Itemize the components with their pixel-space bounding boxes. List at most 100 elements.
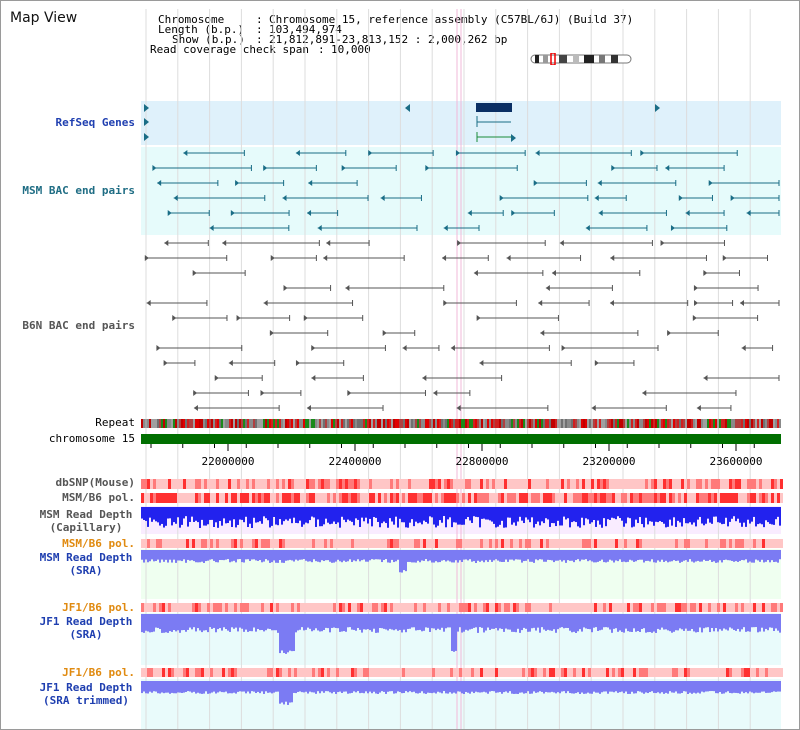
jf1-depth-sra-bar (161, 614, 163, 633)
repeat-segment (293, 419, 295, 428)
dbsnp-bar (531, 479, 534, 489)
jf1-depth-trimmed-bar (637, 681, 639, 692)
repeat-segment (677, 419, 679, 428)
repeat-segment (359, 419, 361, 428)
msm-b6-pol-bar (396, 493, 399, 503)
msm-bac-pair (665, 165, 725, 171)
msm-bac-pair (209, 225, 290, 231)
msm-depth-sra-bar (403, 550, 405, 571)
msm-b6-pol-bar-2 (594, 539, 597, 548)
jf1-b6-pol-bar (732, 603, 735, 612)
msm-depth-capillary-bar (387, 507, 389, 528)
repeat-segment (485, 419, 487, 428)
repeat-segment (425, 419, 427, 428)
msm-depth-capillary-bar (271, 507, 273, 526)
jf1-b6-pol-bar (261, 603, 264, 612)
jf1-depth-sra-bar (185, 614, 187, 632)
jf1-b6-pol-bar (771, 603, 774, 612)
msm-depth-sra-bar (159, 550, 161, 563)
jf1-depth-trimmed-bar (337, 681, 339, 693)
msm-b6-pol-bar (180, 493, 183, 503)
dbsnp-bar (750, 479, 753, 489)
jf1-depth-sra-bar (735, 614, 737, 631)
msm-depth-sra-bar (513, 550, 515, 561)
jf1-b6-pol-bar-2 (510, 668, 513, 677)
b6n-bac-pair (456, 405, 549, 411)
msm-bac-pair (380, 195, 422, 201)
dbsnp-bar (591, 479, 594, 489)
dbsnp-bar (567, 479, 570, 489)
repeat-segment (143, 419, 145, 428)
msm-b6-pol-bar (222, 493, 225, 503)
jf1-b6-pol-bar (693, 603, 696, 612)
msm-b6-pol-bar (522, 493, 525, 503)
repeat-segment (377, 419, 379, 428)
jf1-depth-sra-bar (427, 614, 429, 628)
jf1-depth-trimmed-bar (157, 681, 159, 694)
jf1-depth-trimmed-bar (743, 681, 745, 694)
msm-b6-pol-bar (540, 493, 543, 503)
repeat-segment (339, 419, 341, 428)
jf1-depth-trimmed-bar (763, 681, 765, 692)
msm-b6-pol-bar-2 (162, 539, 165, 548)
jf1-depth-trimmed-bar (319, 681, 321, 694)
msm-b6-pol-bar-2 (315, 539, 318, 548)
jf1-depth-trimmed-bar (709, 681, 711, 692)
msm-b6-pol-bar (393, 493, 396, 503)
msm-depth-sra-bar (399, 550, 401, 573)
repeat-segment (469, 419, 471, 428)
msm-b6-pol-bar (456, 493, 459, 503)
jf1-depth-trimmed-bar (677, 681, 679, 694)
msm-b6-pol-bar (318, 493, 321, 503)
msm-depth-sra-bar (649, 550, 651, 562)
jf1-depth-sra-bar (551, 614, 553, 631)
msm-b6-pol-bar-2 (345, 539, 348, 548)
dbsnp-bar (258, 479, 261, 489)
jf1-depth-sra-bar (389, 614, 391, 629)
jf1-depth-sra-bar (439, 614, 441, 630)
msm-depth-capillary-bar (229, 507, 231, 521)
jf1-depth-trimmed-bar (775, 681, 777, 692)
jf1-b6-pol-bar (183, 603, 186, 612)
msm-depth-capillary-bar (293, 507, 295, 518)
jf1-b6-pol-bar (714, 603, 717, 612)
msm-depth-capillary-bar (441, 507, 443, 523)
jf1-depth-sra-bar (327, 614, 329, 629)
msm-b6-pol-bar-2 (729, 539, 732, 548)
dbsnp-bar (276, 479, 279, 489)
jf1-b6-pol-bar (186, 603, 189, 612)
jf1-depth-sra-bar (361, 614, 363, 633)
jf1-b6-pol-bar (750, 603, 753, 612)
jf1-depth-sra-bar (431, 614, 433, 629)
jf1-depth-trimmed-bar (729, 681, 731, 693)
jf1-depth-sra-bar (373, 614, 375, 629)
repeat-segment (489, 419, 491, 428)
jf1-b6-pol-bar (504, 603, 507, 612)
repeat-segment (545, 419, 547, 428)
msm-depth-capillary-bar (749, 507, 751, 524)
msm-b6-pol-bar (315, 493, 318, 503)
jf1-b6-pol-bar (654, 603, 657, 612)
dbsnp-bar (285, 479, 288, 489)
msm-depth-sra-bar (239, 550, 241, 560)
msm-depth-sra-bar (233, 550, 235, 561)
chromosome-ideogram[interactable] (529, 53, 635, 65)
jf1-b6-pol-bar-2 (423, 668, 426, 677)
jf1-depth-trimmed-bar (295, 681, 297, 694)
dbsnp-bar (510, 479, 513, 489)
msm-b6-pol-bar (768, 493, 771, 503)
jf1-depth-sra-bar (219, 614, 221, 629)
msm-depth-sra-bar (371, 550, 373, 560)
jf1-depth-sra-bar (257, 614, 259, 629)
msm-depth-sra-bar (373, 550, 375, 560)
jf1-b6-pol-bar (555, 603, 558, 612)
repeat-segment (197, 419, 199, 428)
jf1-b6-pol-bar (540, 603, 543, 612)
msm-b6-pol-bar-2 (777, 539, 780, 548)
msm-depth-capillary-bar (331, 507, 333, 524)
msm-bac-pair (685, 210, 725, 216)
repeat-segment (467, 419, 469, 428)
dbsnp-bar (519, 479, 522, 489)
jf1-depth-trimmed-bar (519, 681, 521, 693)
